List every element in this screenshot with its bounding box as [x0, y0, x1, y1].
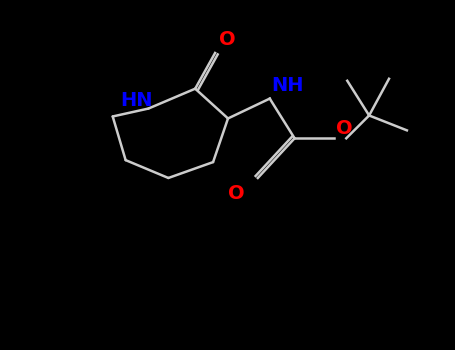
Text: O: O [336, 119, 353, 138]
Text: NH: NH [272, 76, 304, 94]
Text: HN: HN [121, 91, 153, 110]
Text: O: O [219, 30, 236, 49]
Text: O: O [228, 184, 244, 203]
